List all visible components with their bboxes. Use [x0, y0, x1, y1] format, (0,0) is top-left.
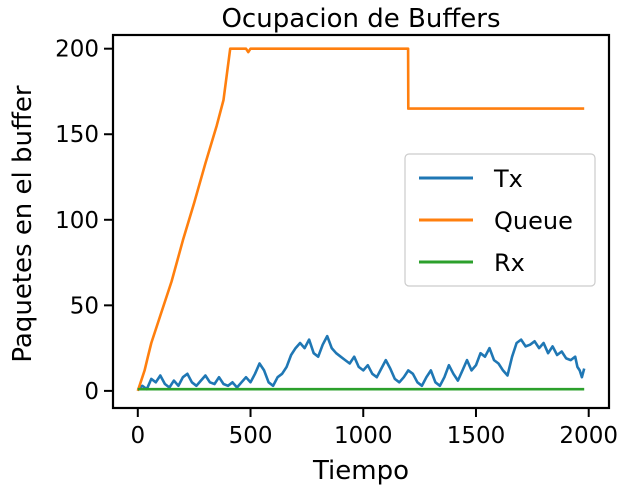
x-axis-label: Tiempo — [312, 456, 409, 486]
series-line-queue — [136, 47, 585, 392]
legend-label-tx: Tx — [493, 165, 523, 193]
x-tick-label: 0 — [130, 423, 145, 449]
legend: Tx Queue Rx — [404, 153, 596, 287]
y-axis-label: Paquetes en el buffer — [8, 85, 38, 363]
legend-label-rx: Rx — [494, 249, 525, 277]
y-tick-label: 100 — [55, 208, 99, 234]
y-tick-label: 50 — [70, 293, 99, 319]
y-tick-label: 200 — [55, 37, 99, 63]
axes: 0 500 1000 1500 2000 0 50 100 150 200 — [55, 33, 618, 449]
x-tick-label: 500 — [229, 423, 273, 449]
plot-frame — [111, 33, 611, 410]
x-tick-label: 1500 — [447, 423, 506, 449]
chart-title: Ocupacion de Buffers — [221, 4, 500, 34]
y-tick-label: 150 — [55, 122, 99, 148]
x-tick-label: 1000 — [334, 423, 393, 449]
plot-area — [136, 47, 586, 392]
x-tick-label: 2000 — [559, 423, 618, 449]
y-tick-label: 0 — [84, 379, 99, 405]
legend-box — [404, 153, 596, 287]
legend-label-queue: Queue — [494, 207, 573, 235]
series-line-tx — [137, 334, 586, 391]
